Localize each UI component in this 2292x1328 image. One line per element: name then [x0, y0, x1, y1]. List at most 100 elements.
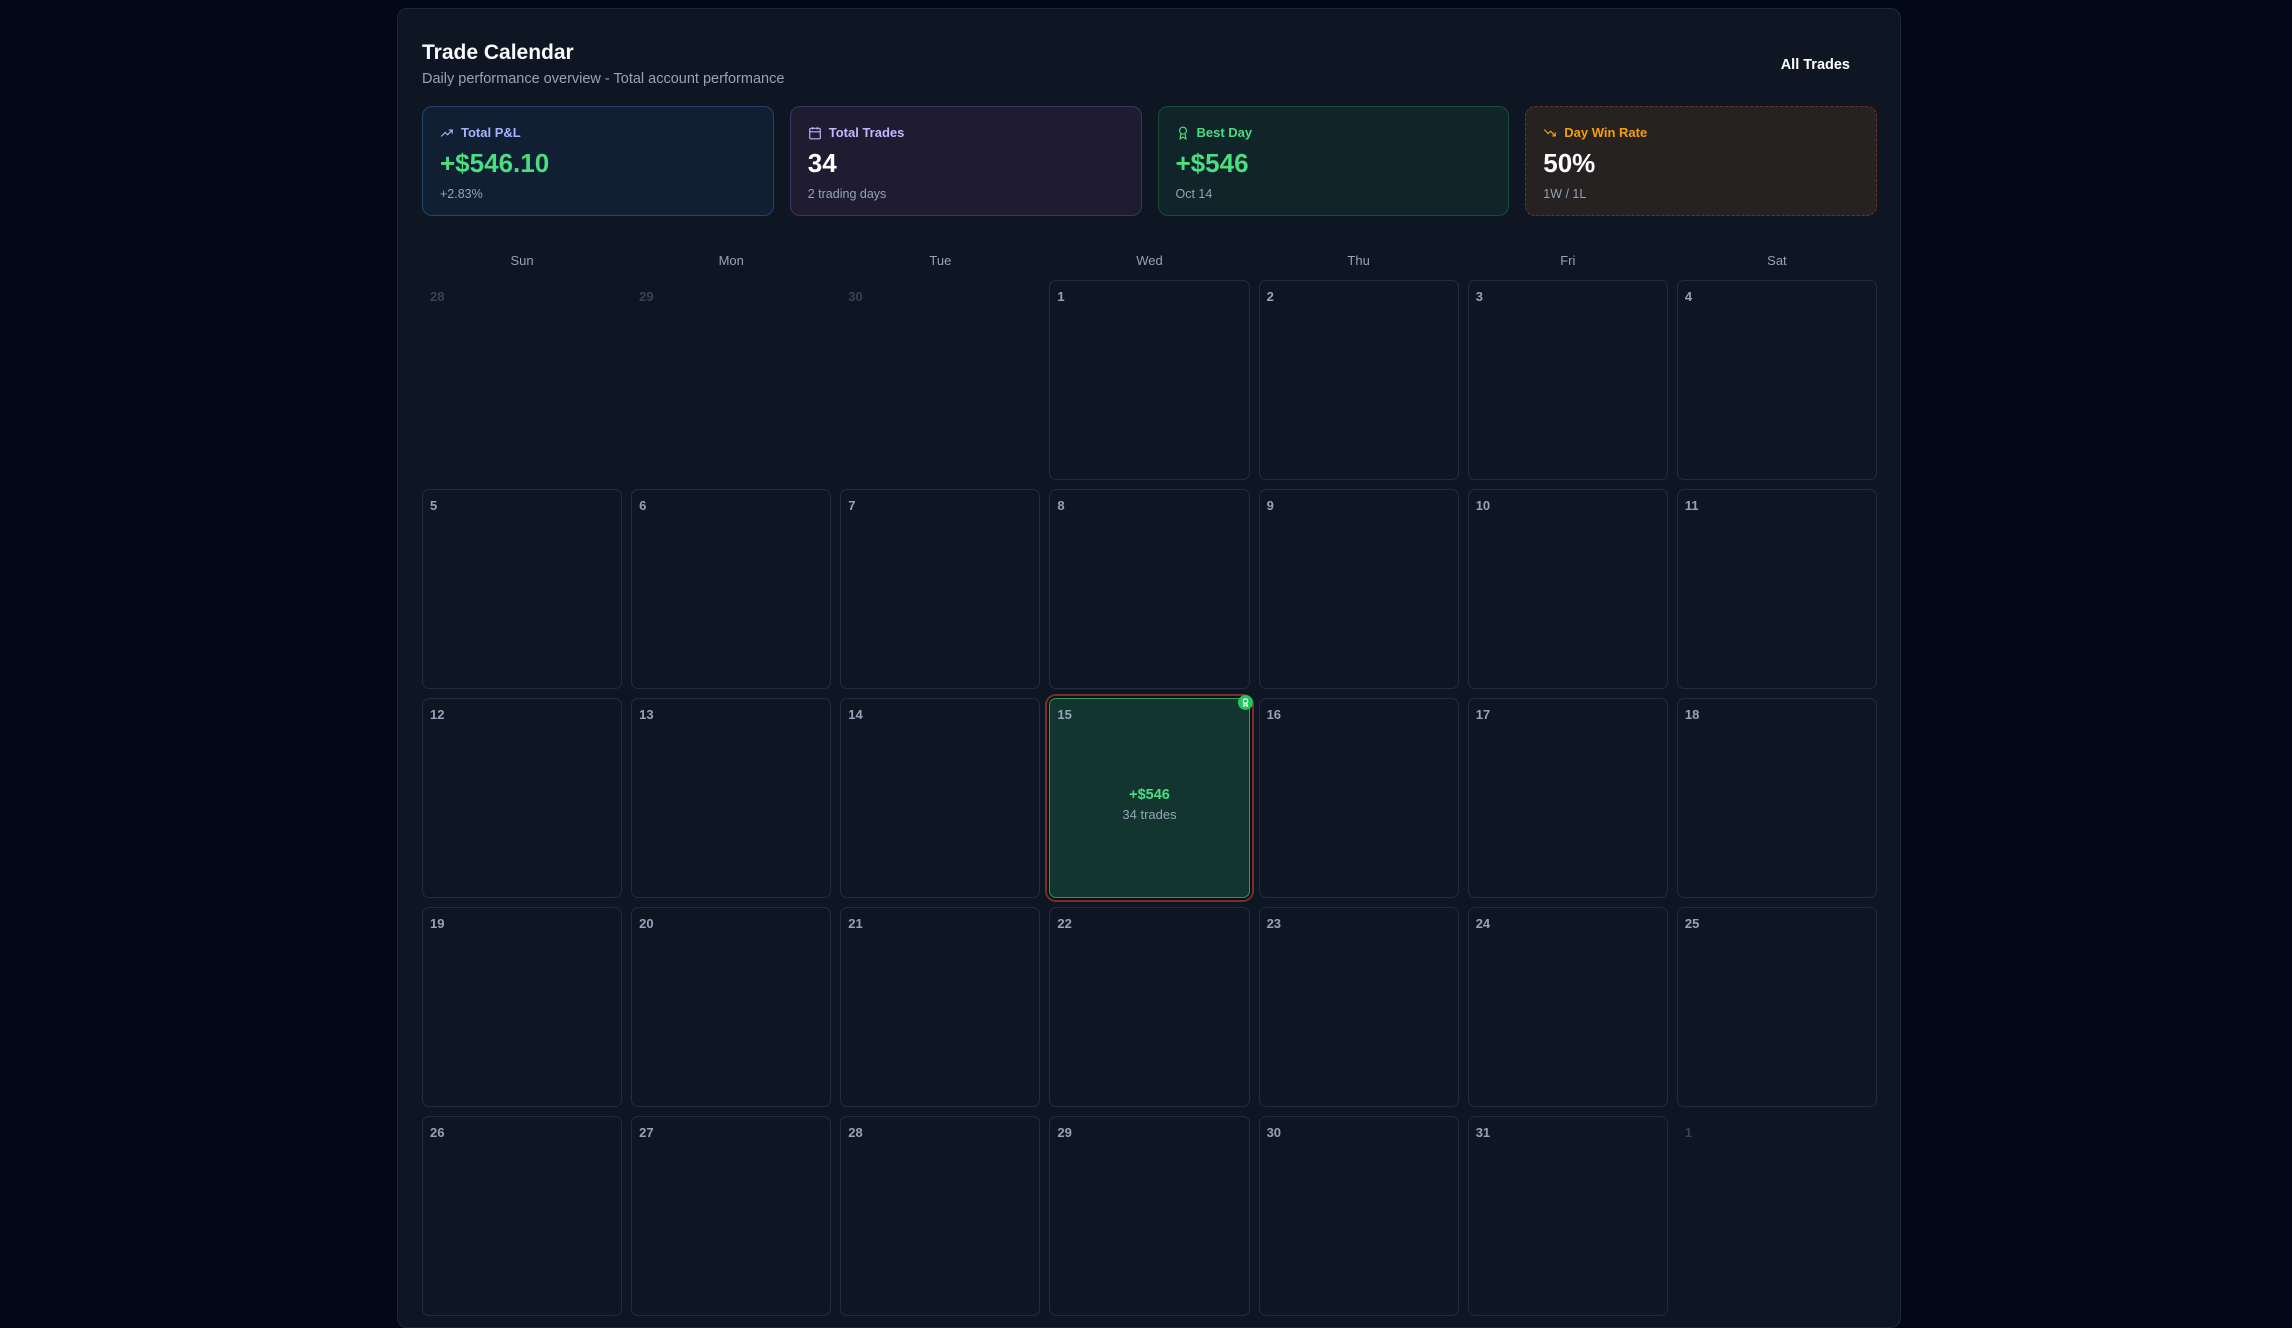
- trade-calendar-panel: Trade Calendar Daily performance overvie…: [397, 8, 1901, 1328]
- day-number: 23: [1266, 916, 1282, 931]
- weekday-label: Thu: [1347, 253, 1370, 268]
- day-number: 19: [430, 916, 445, 931]
- calendar-day[interactable]: 15 +$546 34 trades: [1049, 695, 1253, 898]
- calendar-day[interactable]: 6: [631, 489, 832, 689]
- calendar-day[interactable]: 9: [1258, 489, 1459, 689]
- weekday-label: Sun: [510, 253, 534, 268]
- calendar-day[interactable]: 29: [631, 280, 831, 480]
- day-number: 31: [1475, 1125, 1491, 1140]
- calendar-day[interactable]: 30: [840, 280, 1040, 480]
- calendar-day[interactable]: 28: [422, 280, 622, 480]
- calendar-day[interactable]: 30: [1258, 1116, 1459, 1316]
- stat-total-trades: Total Trades 34 2 trading days: [789, 106, 1142, 216]
- day-number: 12: [430, 707, 445, 722]
- page-title: Trade Calendar: [422, 41, 574, 64]
- stat-label: Total P&L: [461, 125, 521, 140]
- day-number: 22: [1057, 916, 1072, 931]
- calendar-day[interactable]: 5: [422, 489, 623, 689]
- calendar-day[interactable]: 11: [1676, 489, 1877, 689]
- day-number: 9: [1266, 498, 1274, 513]
- all-trades-filter[interactable]: All Trades: [1780, 57, 1850, 73]
- calendar-day[interactable]: 27: [631, 1116, 832, 1316]
- calendar-day[interactable]: 29: [1049, 1116, 1250, 1316]
- award-icon: [1237, 695, 1253, 710]
- calendar-day[interactable]: 21: [840, 907, 1041, 1107]
- day-number: 7: [848, 498, 856, 513]
- stat-value: 34: [807, 148, 837, 178]
- calendar-day[interactable]: 14: [840, 698, 1041, 898]
- calendar-day[interactable]: 24: [1467, 907, 1668, 1107]
- award-icon: [1178, 126, 1187, 140]
- day-number: 14: [848, 707, 863, 722]
- stat-sub: 1W / 1L: [1543, 187, 1587, 201]
- calendar-day[interactable]: 17: [1467, 698, 1668, 898]
- day-number: 1: [1057, 289, 1065, 304]
- stat-value: +$546.10: [440, 148, 550, 178]
- stat-total-pnl: Total P&L +$546.10 +2.83%: [422, 106, 774, 216]
- day-trade-count: 34 trades: [1122, 807, 1177, 822]
- day-number: 20: [639, 916, 654, 931]
- calendar-day[interactable]: 8: [1049, 489, 1250, 689]
- day-number: 6: [639, 498, 647, 513]
- stat-value: +$546: [1175, 148, 1249, 178]
- stat-value: 50%: [1543, 148, 1596, 178]
- day-number: 18: [1684, 707, 1700, 722]
- calendar-day[interactable]: 28: [840, 1116, 1041, 1316]
- calendar-day[interactable]: 18: [1676, 698, 1877, 898]
- stat-label: Day Win Rate: [1564, 125, 1648, 140]
- trending-down-icon: [1544, 128, 1557, 136]
- calendar-day[interactable]: 12: [422, 698, 623, 898]
- day-number: 16: [1266, 707, 1282, 722]
- day-number: 28: [430, 289, 445, 304]
- stat-sub: Oct 14: [1175, 187, 1213, 201]
- calendar-day[interactable]: 16: [1258, 698, 1459, 898]
- day-number: 2: [1266, 289, 1274, 304]
- weekday-label: Mon: [718, 253, 744, 268]
- weekday-header: Sun Mon Tue Wed Thu Fri Sat: [422, 253, 1877, 268]
- calendar-day[interactable]: 19: [422, 907, 623, 1107]
- trending-up-icon: [440, 129, 453, 137]
- day-number: 17: [1475, 707, 1491, 722]
- day-number: 10: [1475, 498, 1491, 513]
- day-number: 8: [1057, 498, 1065, 513]
- day-number: 13: [639, 707, 654, 722]
- calendar-icon: [808, 126, 821, 139]
- calendar-day[interactable]: 3: [1467, 280, 1668, 480]
- weekday-label: Sat: [1767, 253, 1787, 268]
- day-number: 21: [848, 916, 863, 931]
- stats-cards: Total P&L +$546.10 +2.83% Total Trades 3…: [422, 106, 1877, 216]
- stat-sub: 2 trading days: [807, 187, 887, 201]
- day-number: 28: [848, 1125, 863, 1140]
- day-number: 27: [639, 1125, 654, 1140]
- day-number: 30: [1266, 1125, 1282, 1140]
- day-number: 5: [430, 498, 438, 513]
- calendar-day[interactable]: 7: [840, 489, 1041, 689]
- calendar-day[interactable]: 23: [1258, 907, 1459, 1107]
- stat-sub: +2.83%: [440, 187, 483, 201]
- page-subtitle: Daily performance overview - Total accou…: [422, 71, 785, 87]
- stat-label: Best Day: [1196, 125, 1253, 140]
- day-number: 25: [1684, 916, 1700, 931]
- day-number: 30: [848, 289, 863, 304]
- calendar-day[interactable]: 26: [422, 1116, 623, 1316]
- day-number: 11: [1684, 498, 1699, 513]
- stat-label: Total Trades: [828, 125, 905, 140]
- calendar-grid: 28 29 30 1 2 3 4 5 6 7 8 9 10 11 12 13 14 15 +$546 34 trade…: [422, 280, 1877, 1316]
- day-number: 15: [1057, 707, 1072, 722]
- calendar-day[interactable]: 10: [1467, 489, 1668, 689]
- calendar-day[interactable]: 31: [1467, 1116, 1668, 1316]
- calendar-day[interactable]: 13: [631, 698, 832, 898]
- day-number: 29: [639, 289, 654, 304]
- calendar-day[interactable]: 1: [1049, 280, 1250, 480]
- calendar-day[interactable]: 20: [631, 907, 832, 1107]
- day-number: 4: [1684, 289, 1693, 304]
- calendar-day[interactable]: 2: [1258, 280, 1459, 480]
- weekday-label: Wed: [1136, 253, 1163, 268]
- calendar-day[interactable]: 22: [1049, 907, 1250, 1107]
- weekday-label: Fri: [1560, 253, 1576, 268]
- calendar-day[interactable]: 4: [1676, 280, 1877, 480]
- day-number: 26: [430, 1125, 445, 1140]
- calendar-day[interactable]: 1: [1677, 1116, 1877, 1316]
- stat-day-win-rate: Day Win Rate 50% 1W / 1L: [1525, 106, 1877, 216]
- calendar-day[interactable]: 25: [1676, 907, 1877, 1107]
